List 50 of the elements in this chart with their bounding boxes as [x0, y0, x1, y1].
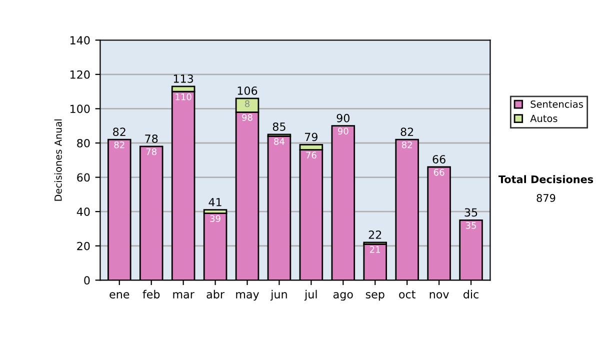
total-label: 82 — [400, 128, 414, 136]
text: Total Decisiones — [498, 175, 594, 184]
x-tick-label: sep — [366, 292, 384, 301]
data-label: 110 — [176, 93, 192, 100]
legend-label: Sentencias — [530, 100, 583, 108]
total-label: 78 — [145, 134, 158, 143]
y-tick-label: 140 — [70, 36, 90, 44]
x-tick-label: jul — [304, 290, 317, 301]
total-label: 66 — [432, 155, 446, 164]
data-label: 98 — [242, 114, 252, 121]
x-tick-label: feb — [142, 290, 160, 298]
y-tick-label: 60 — [77, 173, 90, 182]
x-tick-label: nov — [430, 292, 449, 298]
legend-label: Autos — [530, 114, 558, 122]
y-tick-label: 100 — [70, 104, 90, 114]
x-tick-label: jun — [270, 290, 287, 301]
data-label: 8 — [244, 100, 250, 108]
total-label: 22 — [368, 230, 382, 239]
total-label: 82 — [113, 128, 126, 136]
x-tick-label: dic — [464, 290, 478, 298]
data-label: 90 — [338, 128, 348, 135]
data-label: 35 — [466, 222, 476, 229]
data-label: 82 — [114, 141, 124, 148]
x-tick-label: ene — [110, 292, 130, 298]
total-label: 106 — [238, 86, 258, 95]
total-label: 90 — [336, 114, 350, 122]
y-tick-label: 40 — [76, 208, 90, 216]
data-label: 82 — [402, 141, 412, 148]
y-tick-label: 20 — [77, 242, 90, 250]
text: 879 — [536, 194, 556, 202]
y-tick-label: 120 — [70, 70, 90, 79]
total-label: 79 — [305, 132, 318, 142]
total-label: 113 — [174, 74, 194, 83]
x-tick-label: abr — [206, 290, 224, 298]
x-tick-label: ago — [333, 292, 353, 301]
total-label: 85 — [272, 122, 286, 131]
total-label: 35 — [464, 208, 478, 217]
data-label: 21 — [370, 246, 380, 253]
x-tick-label: mar — [173, 292, 194, 298]
x-tick-label: oct — [399, 290, 416, 298]
y-tick-label: 0 — [84, 276, 90, 285]
total-label: 41 — [208, 198, 222, 206]
x-tick-label: may — [236, 292, 260, 301]
data-label: 66 — [434, 168, 444, 176]
data-label: 39 — [210, 215, 220, 222]
data-label: 76 — [306, 152, 316, 159]
data-label: 78 — [146, 148, 156, 156]
y-axis-title: Decisiones Anual — [54, 119, 62, 201]
y-tick-label: 80 — [77, 138, 90, 148]
data-label: 84 — [274, 138, 284, 145]
